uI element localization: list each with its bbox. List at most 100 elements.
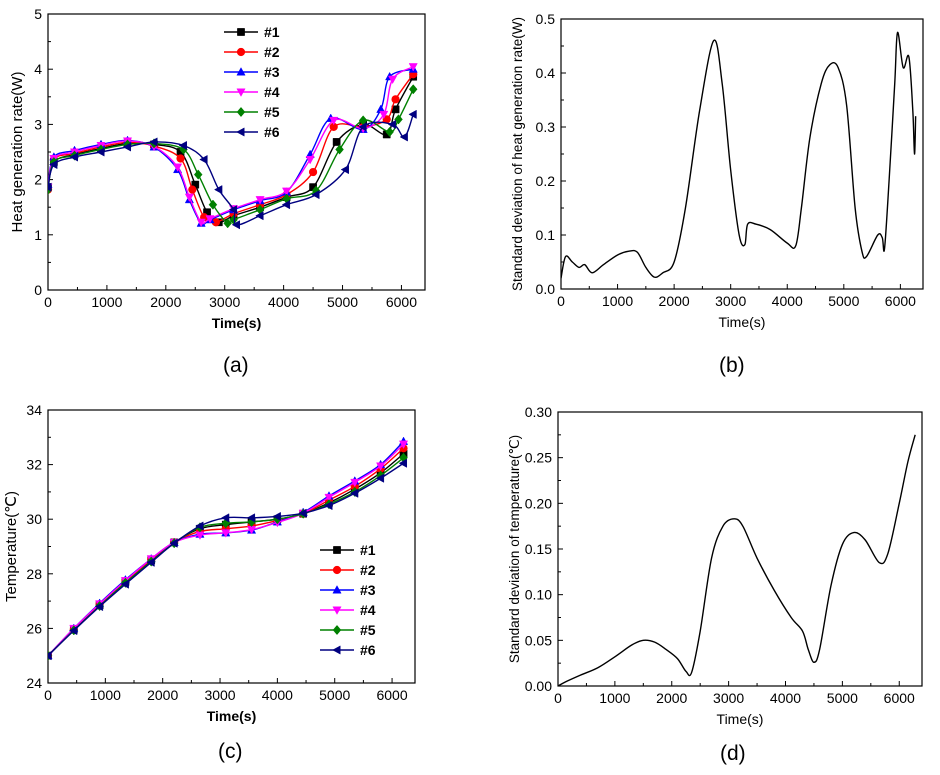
y-tick-label: 0.3 <box>536 119 556 135</box>
x-tick-label: 3000 <box>715 293 746 309</box>
legend-label: #3 <box>264 64 280 80</box>
x-axis-label: Time(s) <box>212 315 262 331</box>
plot-area <box>561 31 917 279</box>
legend-marker <box>332 585 342 594</box>
caption-b: (b) <box>719 354 745 377</box>
data-point-6 <box>255 211 264 221</box>
data-point-5 <box>394 114 403 125</box>
data-point-6 <box>94 601 104 612</box>
data-point-6 <box>399 132 408 142</box>
data-point-6 <box>178 140 187 151</box>
legend-label: #2 <box>264 44 280 60</box>
x-tick-label: 1000 <box>90 687 121 703</box>
y-axis-label: Heat generation rate(W) <box>9 72 26 233</box>
y-axis-label: Standard deviation of temperature(℃) <box>507 435 522 663</box>
data-point-4 <box>221 529 231 538</box>
x-tick-label: 3000 <box>713 690 744 706</box>
y-tick-label: 0.20 <box>525 495 552 511</box>
data-point-4 <box>379 110 389 120</box>
series-line-6 <box>48 114 414 226</box>
data-point-4 <box>173 163 183 172</box>
x-tick-label: 1000 <box>599 690 630 706</box>
legend-marker <box>236 67 246 76</box>
data-point-6 <box>149 137 158 147</box>
x-axis-label: Time(s) <box>717 711 764 727</box>
data-point-1 <box>332 138 341 146</box>
x-tick-label: 3000 <box>209 294 240 310</box>
legend-label: #6 <box>360 642 376 658</box>
x-tick-label: 2000 <box>659 293 690 309</box>
x-axis-label: Time(s) <box>719 314 766 330</box>
data-point-6 <box>340 165 349 175</box>
x-tick-label: 2000 <box>656 690 687 706</box>
data-point-6 <box>195 521 204 531</box>
legend-marker <box>236 88 246 97</box>
x-tick-label: 0 <box>557 293 565 309</box>
y-tick-label: 1 <box>34 227 42 243</box>
data-point-4 <box>255 196 265 205</box>
x-tick-label: 1000 <box>91 294 122 310</box>
data-point-4 <box>388 75 398 85</box>
data-point-6 <box>96 147 105 157</box>
y-tick-label: 0.1 <box>536 227 556 243</box>
data-point-6 <box>375 473 385 483</box>
legend-label: #3 <box>360 582 376 598</box>
legend-marker <box>236 47 246 57</box>
data-point-5 <box>408 84 418 95</box>
y-tick-label: 0.2 <box>536 173 556 189</box>
data-point-4 <box>329 116 339 126</box>
data-point-6 <box>213 185 223 195</box>
legend-label: #1 <box>360 542 376 558</box>
plot-area <box>48 436 409 661</box>
legend-marker <box>332 645 341 655</box>
y-tick-label: 5 <box>34 6 42 22</box>
chart-panel-b: 0 1000 2000 3000 4000 5000 6000 0.0 0.1 0.2 0.3 0.4… <box>470 0 940 387</box>
legend-label: #5 <box>264 104 280 120</box>
caption-c: (c) <box>218 740 243 763</box>
x-tick-label: 3000 <box>204 687 235 703</box>
legend-marker <box>237 28 245 36</box>
data-point-5 <box>193 169 203 180</box>
x-axis-label: Time(s) <box>207 708 257 724</box>
heat-generation-chart: 0 1000 2000 3000 4000 5000 6000 0 1 2 3 4 5 Time(s) He… <box>9 6 426 331</box>
chart-panel-a: 0 1000 2000 3000 4000 5000 6000 0 1 2 3 4 5 Time(s) He… <box>0 0 470 387</box>
data-point-2 <box>176 154 185 163</box>
data-point-6 <box>231 220 240 230</box>
series-line-1 <box>561 31 917 279</box>
plot-area <box>558 434 916 686</box>
data-point-4 <box>350 478 360 488</box>
y-tick-label: 0.25 <box>525 450 552 466</box>
data-point-2 <box>308 167 318 177</box>
temperature-chart: 0 1000 2000 3000 4000 5000 6000 24 26 28 30 32 34 Tim… <box>3 402 416 724</box>
std-heat-generation-chart: 0 1000 2000 3000 4000 5000 6000 0.0 0.1 0.2 0.3 0.4… <box>510 11 924 330</box>
data-point-6 <box>122 142 132 152</box>
data-point-4 <box>408 63 418 72</box>
x-tick-label: 5000 <box>319 687 350 703</box>
y-tick-label: 34 <box>26 402 42 418</box>
data-point-6 <box>408 109 417 119</box>
x-tick-label: 4000 <box>772 293 803 309</box>
y-tick-label: 3 <box>34 116 42 132</box>
data-point-6 <box>146 557 155 567</box>
series-line-5 <box>48 457 404 657</box>
data-point-6 <box>298 508 307 518</box>
data-point-6 <box>220 513 230 523</box>
y-tick-label: 28 <box>26 566 42 582</box>
data-point-4 <box>376 462 386 471</box>
chart-panel-d: 0 1000 2000 3000 4000 5000 6000 0.00 0.05 0.10 0.1… <box>470 387 940 775</box>
x-tick-label: 1000 <box>602 293 633 309</box>
x-tick-label: 2000 <box>150 294 181 310</box>
x-tick-label: 6000 <box>885 293 916 309</box>
x-tick-label: 0 <box>554 690 562 706</box>
y-tick-label: 0.0 <box>536 281 556 297</box>
data-point-6 <box>49 159 58 170</box>
std-temperature-chart: 0 1000 2000 3000 4000 5000 6000 0.00 0.05 0.10 0.1… <box>507 404 923 727</box>
legend-marker <box>332 565 342 575</box>
y-tick-label: 0.5 <box>536 11 556 27</box>
caption-a: (a) <box>223 354 249 377</box>
y-tick-label: 26 <box>26 620 42 636</box>
legend-marker <box>236 106 246 118</box>
data-point-4 <box>184 193 194 203</box>
data-point-6 <box>69 152 78 162</box>
data-point-6 <box>48 651 52 661</box>
